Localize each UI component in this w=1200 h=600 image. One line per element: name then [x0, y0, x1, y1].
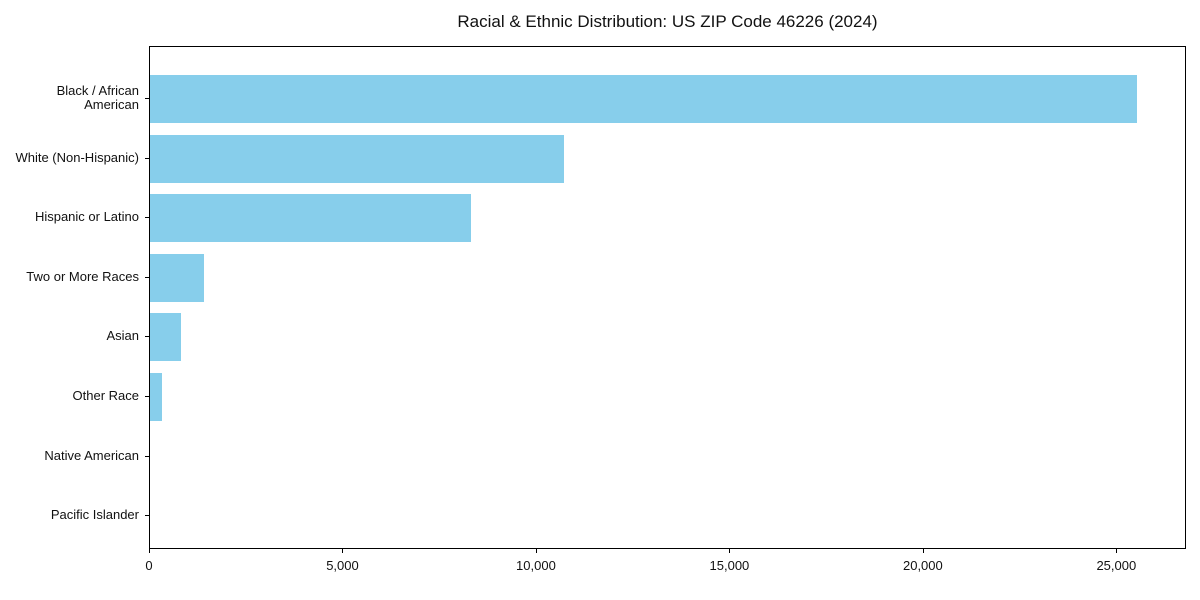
y-axis-label: Two or More Races	[26, 268, 139, 284]
y-tick-mark	[145, 396, 149, 397]
y-tick-mark	[145, 336, 149, 338]
x-tick-mark	[149, 549, 150, 553]
x-tick-label: 5,000	[326, 558, 359, 573]
y-axis-label: Pacific Islander	[50, 507, 139, 523]
x-tick-label: 15,000	[709, 558, 750, 573]
bar	[150, 75, 1137, 123]
x-tick-mark	[535, 549, 537, 553]
bar	[150, 194, 472, 243]
y-axis-label: Black / African American	[56, 83, 139, 112]
y-tick-mark	[145, 157, 149, 159]
x-tick-mark	[922, 549, 924, 553]
y-tick-mark	[145, 455, 149, 457]
x-tick-label: 0	[145, 558, 153, 573]
y-axis-label: Hispanic or Latino	[34, 209, 139, 225]
y-axis-label: Asian	[106, 328, 139, 344]
x-tick-mark	[729, 549, 731, 553]
y-tick-mark	[145, 217, 149, 219]
bar	[150, 253, 205, 302]
plot-area	[149, 46, 1186, 549]
bar	[150, 313, 181, 362]
y-tick-mark	[145, 98, 149, 99]
chart-title: Racial & Ethnic Distribution: US ZIP Cod…	[457, 12, 878, 31]
y-tick-mark	[145, 276, 149, 278]
x-tick-label: 25,000	[1096, 558, 1137, 573]
bar	[150, 134, 565, 183]
y-axis-label: White (Non-Hispanic)	[15, 149, 139, 165]
bar	[150, 373, 162, 421]
y-axis-label: Native American	[44, 447, 139, 463]
x-tick-mark	[342, 549, 344, 553]
x-tick-label: 10,000	[516, 558, 556, 573]
y-axis-label: Other Race	[72, 388, 139, 403]
x-tick-mark	[1116, 549, 1118, 553]
y-tick-mark	[145, 515, 149, 517]
x-tick-label: 20,000	[902, 558, 943, 573]
